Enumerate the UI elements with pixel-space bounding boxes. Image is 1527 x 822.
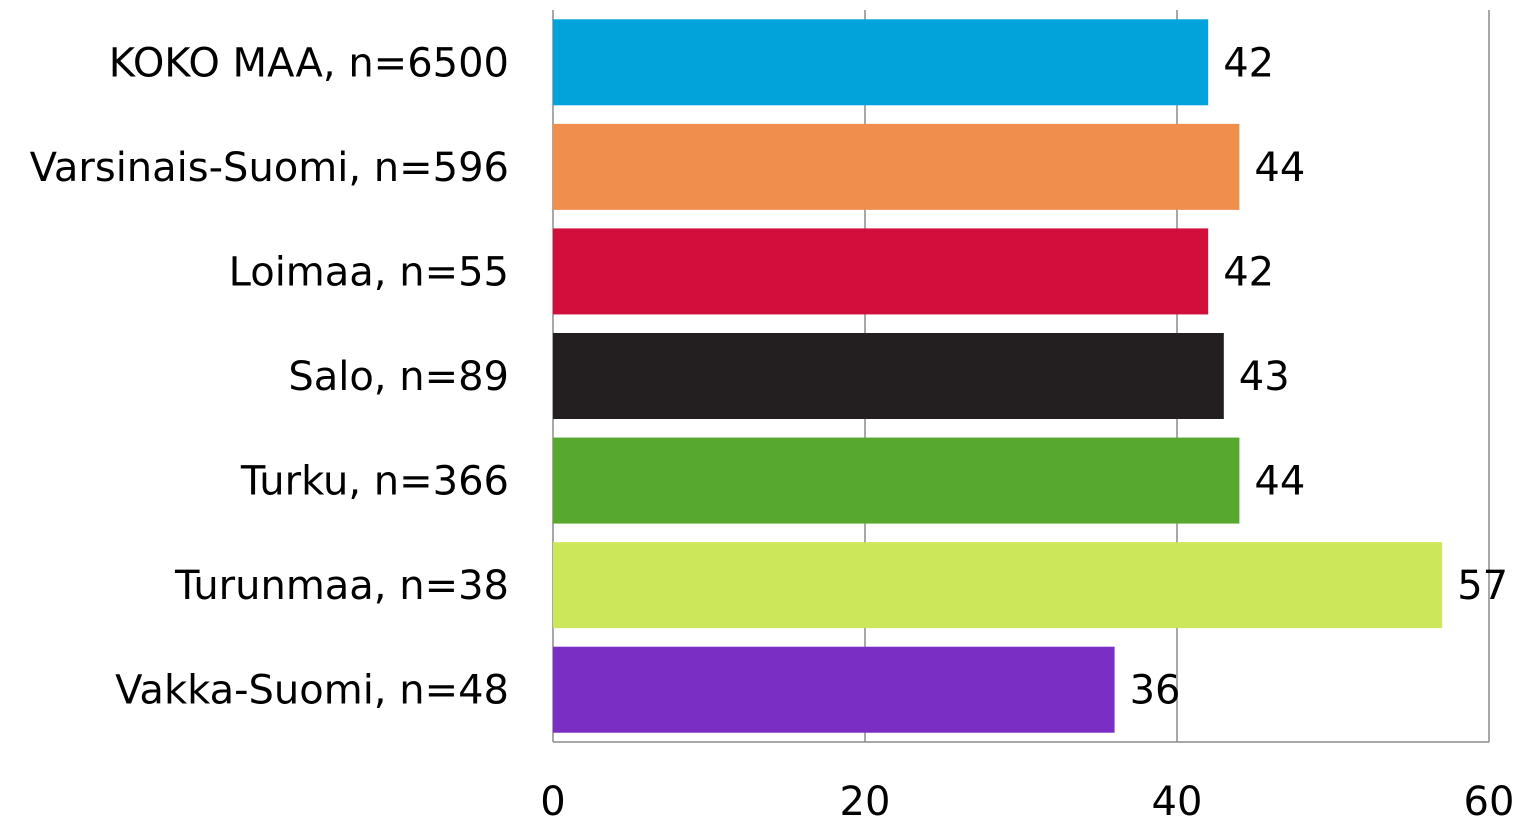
- bar-0: [553, 19, 1209, 106]
- category-label-2: Loimaa, n=55: [229, 249, 509, 295]
- bar-1: [553, 123, 1240, 210]
- value-labels: 42 44 42 43 44 57 36: [1130, 40, 1509, 713]
- category-label-0: KOKO MAA, n=6500: [109, 40, 509, 86]
- bars: [553, 19, 1443, 733]
- x-tick-label-20: 20: [840, 779, 891, 822]
- category-labels: KOKO MAA, n=6500 Varsinais-Suomi, n=596 Lo…: [30, 40, 509, 713]
- category-label-3: Salo, n=89: [288, 354, 509, 400]
- data-label-0: 42: [1223, 40, 1274, 86]
- x-tick-label-0: 0: [540, 779, 565, 822]
- data-label-1: 44: [1254, 145, 1305, 191]
- bar-3: [553, 333, 1224, 419]
- data-label-2: 42: [1223, 249, 1274, 295]
- data-label-3: 43: [1239, 354, 1290, 400]
- x-tick-label-40: 40: [1152, 779, 1203, 822]
- category-label-6: Vakka-Suomi, n=48: [115, 668, 509, 714]
- category-label-1: Varsinais-Suomi, n=596: [30, 145, 509, 191]
- data-label-5: 57: [1457, 563, 1508, 609]
- tick-labels: 0 20 40 60: [540, 779, 1514, 822]
- data-label-6: 36: [1130, 668, 1181, 714]
- bar-4: [553, 437, 1240, 524]
- x-tick-label-60: 60: [1464, 779, 1515, 822]
- category-label-4: Turku, n=366: [240, 459, 509, 505]
- category-label-5: Turunmaa, n=38: [174, 563, 509, 609]
- bar-2: [553, 228, 1209, 315]
- bar-5: [553, 542, 1443, 629]
- bar-6: [553, 646, 1115, 733]
- data-label-4: 44: [1254, 459, 1305, 505]
